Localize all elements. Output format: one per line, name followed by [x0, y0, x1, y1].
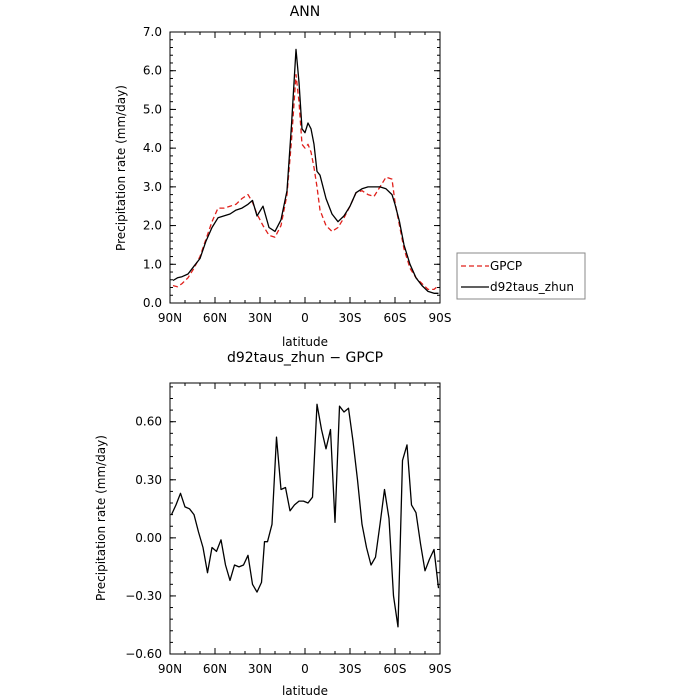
top-series-group	[172, 48, 439, 294]
top-y-axis: 0.0 1.0 2.0 3.0 4.0 5.0 6.0 7.0	[143, 25, 440, 310]
x-tick-label: 60S	[384, 662, 407, 676]
y-tick-label: 0.60	[135, 415, 162, 429]
series-line-difference	[170, 403, 440, 628]
y-tick-label: 0.00	[135, 531, 162, 545]
y-tick-label: 0.0	[143, 296, 162, 310]
top-y-axis-label: Precipitation rate (mm/day)	[114, 85, 128, 251]
y-tick-label: 0.30	[135, 473, 162, 487]
y-tick-label: 6.0	[143, 64, 162, 78]
y-tick-label: 5.0	[143, 102, 162, 116]
x-tick-label: 30S	[339, 662, 362, 676]
x-tick-label: 60N	[203, 311, 227, 325]
x-tick-label: 90N	[158, 311, 182, 325]
series-line-d92taus-zhun	[172, 48, 439, 294]
y-tick-label: 1.0	[143, 257, 162, 271]
x-tick-label: 30S	[339, 311, 362, 325]
y-tick-label: −0.60	[125, 647, 162, 661]
bottom-x-axis: 90N 60N 30N 0 30S 60S 90S	[158, 383, 452, 676]
legend: GPCP d92taus_zhun	[456, 252, 586, 300]
top-chart-frame	[169, 31, 441, 304]
bottom-x-axis-label: latitude	[282, 684, 328, 698]
x-tick-label: 60S	[384, 311, 407, 325]
x-tick-label: 30N	[248, 311, 272, 325]
y-tick-label: 3.0	[143, 180, 162, 194]
bottom-series-group	[170, 403, 440, 628]
top-chart: ANN 90N 60N 30N 0 30S 60S 90S 0.0 1.0 2.0 3.0 4.0 5…	[114, 4, 586, 349]
y-tick-label: 4.0	[143, 141, 162, 155]
y-tick-label: −0.30	[125, 589, 162, 603]
y-tick-label: 2.0	[143, 219, 162, 233]
bottom-chart-title: d92taus_zhun − GPCP	[227, 350, 383, 366]
series-line-gpcp	[172, 73, 439, 291]
x-tick-label: 0	[301, 662, 309, 676]
bottom-chart: d92taus_zhun − GPCP 90N 60N 30N 0 30S 60S 90S …	[94, 350, 451, 698]
top-x-axis: 90N 60N 30N 0 30S 60S 90S	[158, 32, 452, 325]
legend-label-gpcp: GPCP	[490, 259, 522, 273]
bottom-y-axis-label: Precipitation rate (mm/day)	[94, 435, 108, 601]
x-tick-label: 0	[301, 311, 309, 325]
x-tick-label: 90N	[158, 662, 182, 676]
bottom-chart-frame	[169, 382, 441, 655]
x-tick-label: 60N	[203, 662, 227, 676]
x-tick-label: 90S	[429, 662, 452, 676]
x-tick-label: 90S	[429, 311, 452, 325]
legend-box	[456, 252, 586, 300]
x-tick-label: 30N	[248, 662, 272, 676]
legend-label-d92taus-zhun: d92taus_zhun	[490, 280, 574, 294]
bottom-y-axis: −0.60 −0.30 0.00 0.30 0.60	[125, 386, 440, 661]
top-x-axis-label: latitude	[282, 335, 328, 349]
top-chart-title: ANN	[290, 4, 321, 20]
y-tick-label: 7.0	[143, 25, 162, 39]
